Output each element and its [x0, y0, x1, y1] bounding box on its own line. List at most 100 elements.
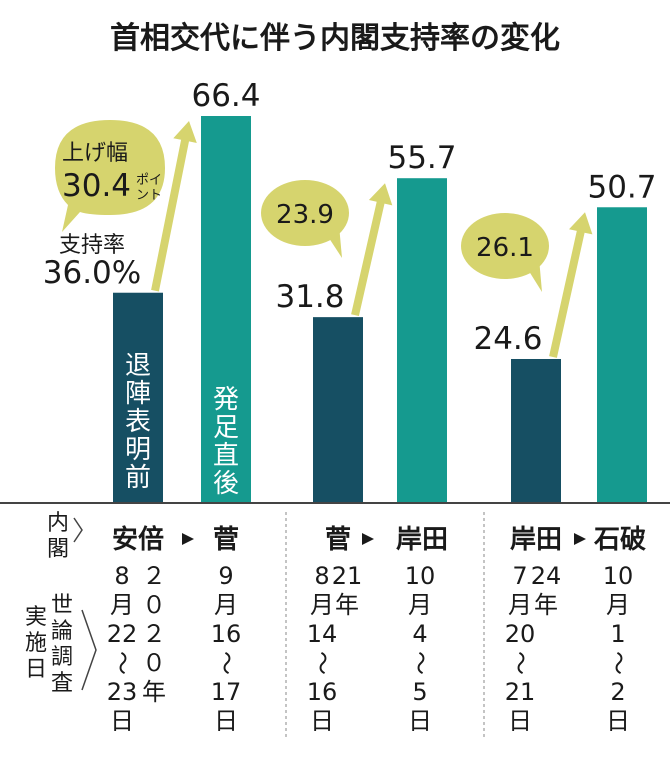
increase-bubble-2: 23.9 — [261, 180, 349, 258]
svg-text:26.1: 26.1 — [476, 233, 534, 263]
survey-date-before-1: 日 — [110, 707, 134, 735]
value-label-after-2: 55.7 — [387, 140, 456, 176]
survey-date-before-2: 〜 — [308, 651, 336, 675]
bar-after-3 — [597, 207, 647, 502]
survey-date-before-1: 〜 — [108, 651, 136, 675]
survey-label: 日 — [25, 657, 47, 682]
survey-date-before-3: 21 — [505, 678, 536, 706]
survey-date-after-1: 9 — [218, 562, 233, 590]
bar-before-1 — [113, 292, 163, 502]
svg-text:23.9: 23.9 — [276, 200, 334, 230]
survey-date-before-2: 8 — [314, 562, 329, 590]
cabinet-after-2: 岸田 — [396, 525, 448, 555]
bar-before-3 — [511, 358, 561, 502]
after-bar-label: 足 — [213, 413, 239, 443]
bar-after-2 — [397, 178, 447, 502]
survey-label: 調 — [51, 645, 73, 670]
cabinet-before-1: 安倍 — [112, 524, 164, 555]
survey-year-3: 年 — [534, 591, 558, 619]
survey-label: 実 — [25, 605, 47, 630]
svg-text:ポイ: ポイ — [136, 173, 162, 188]
svg-text:上げ幅: 上げ幅 — [62, 141, 128, 166]
value-label-after-3: 50.7 — [587, 169, 656, 205]
increase-arrow-1 — [151, 121, 197, 292]
survey-date-after-2: 〜 — [406, 651, 434, 675]
cabinet-row-label: 内 — [47, 511, 69, 536]
survey-date-before-2: 日 — [310, 707, 334, 735]
value-label-before-1: 36.0% — [43, 255, 141, 291]
survey-year-1: ２ — [142, 620, 166, 648]
survey-date-after-2: 日 — [408, 707, 432, 735]
cabinet-row-label: 閣 — [47, 537, 69, 562]
survey-date-before-3: 〜 — [506, 651, 534, 675]
survey-date-after-1: 16 — [211, 620, 242, 648]
survey-year-3: 24 — [531, 562, 562, 590]
after-bar-label: 後 — [213, 469, 239, 499]
before-bar-label: 表 — [125, 407, 151, 437]
survey-year-1: 年 — [142, 678, 166, 706]
value-label-before-2: 31.8 — [275, 279, 344, 315]
after-bar-label: 発 — [213, 385, 239, 415]
svg-text:ント: ント — [136, 188, 162, 203]
rate-label: 支持率 — [59, 233, 125, 258]
before-bar-label: 陣 — [125, 379, 151, 409]
cabinet-after-1: 菅 — [213, 525, 239, 555]
survey-label: 施 — [25, 631, 47, 656]
survey-date-after-2: 月 — [408, 591, 432, 619]
survey-year-2: 年 — [335, 591, 359, 619]
survey-date-before-3: 日 — [508, 707, 532, 735]
survey-year-1: ０ — [142, 591, 166, 619]
survey-label: 論 — [51, 619, 73, 644]
increase-arrow-3 — [549, 212, 593, 358]
cabinet-before-3: 岸田 — [510, 525, 562, 555]
survey-date-after-2: 4 — [412, 620, 427, 648]
chart-title: 首相交代に伴う内閣支持率の変化 — [110, 21, 560, 56]
survey-year-1: ２ — [142, 562, 166, 590]
survey-date-after-3: 日 — [606, 707, 630, 735]
increase-bubble-3: 26.1 — [461, 213, 549, 292]
survey-date-after-1: 日 — [214, 707, 238, 735]
survey-year-2: 21 — [332, 562, 363, 590]
svg-text:30.4: 30.4 — [62, 168, 131, 204]
cabinet-before-2: 菅 — [325, 525, 351, 555]
before-bar-label: 退 — [125, 351, 151, 381]
survey-label: 世 — [51, 593, 73, 618]
cabinet-change-arrow — [574, 533, 586, 545]
survey-date-before-2: 16 — [307, 678, 338, 706]
survey-date-after-3: 月 — [606, 591, 630, 619]
survey-date-before-3: 月 — [508, 591, 532, 619]
survey-date-after-1: 17 — [211, 678, 242, 706]
cabinet-change-arrow — [182, 533, 194, 545]
bars-layer — [113, 116, 647, 502]
survey-date-after-2: 5 — [412, 678, 427, 706]
survey-date-before-1: 8 — [114, 562, 129, 590]
survey-date-after-3: 〜 — [604, 651, 632, 675]
bar-before-2 — [313, 317, 363, 502]
cabinet-after-3: 石破 — [593, 525, 646, 555]
survey-date-before-2: 14 — [307, 620, 338, 648]
survey-date-after-2: 10 — [405, 562, 436, 590]
survey-date-after-3: 1 — [610, 620, 625, 648]
arrows-layer — [151, 121, 593, 358]
survey-date-before-1: 23 — [107, 678, 138, 706]
before-bar-label: 前 — [125, 463, 151, 493]
survey-date-before-1: 月 — [110, 591, 134, 619]
survey-date-after-1: 〜 — [212, 651, 240, 675]
survey-date-after-3: 10 — [603, 562, 634, 590]
value-label-after-1: 66.4 — [191, 78, 260, 114]
survey-date-before-1: 22 — [107, 620, 138, 648]
survey-label: 査 — [51, 671, 73, 696]
survey-date-before-2: 月 — [310, 591, 334, 619]
survey-year-1: ０ — [142, 649, 166, 677]
cabinet-change-arrow — [362, 533, 374, 545]
before-bar-label: 明 — [125, 435, 151, 465]
value-label-before-3: 24.6 — [473, 321, 542, 357]
survey-date-after-1: 月 — [214, 591, 238, 619]
bar-after-1 — [201, 116, 251, 502]
bottom-table: 内閣世論調査実施日安倍菅菅岸田 岸田 石破8月22〜23日9月16〜17日２０２０年… — [0, 502, 670, 740]
after-bar-label: 直 — [213, 441, 239, 471]
survey-date-before-3: 7 — [512, 562, 527, 590]
